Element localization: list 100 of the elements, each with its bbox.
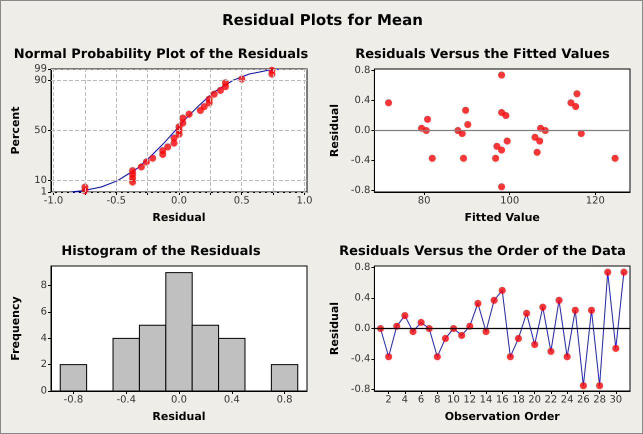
point [506,353,514,360]
point [179,114,186,122]
x-tick-label: 18 [512,394,525,406]
x-tick-label: 0.5 [234,196,250,206]
point [418,318,425,326]
y-tick-label: 0.4 [354,292,370,304]
point [588,306,595,314]
y-tick-label: 0.0 [354,125,370,136]
point [428,154,436,162]
point [462,106,470,114]
x-tick-label: -0.5 [106,196,126,206]
point [498,72,506,78]
x-axis-title: Observation Order [444,410,560,423]
x-tick-label: 28 [593,394,606,406]
point [567,99,574,106]
point [492,154,500,162]
y-tick-label: 8 [40,280,47,292]
x-axis-title: Fitted Value [464,211,540,224]
point [498,286,506,294]
point [493,142,500,150]
x-tick-label: 20 [528,394,542,406]
point [531,134,538,141]
point [159,147,166,154]
point [464,121,472,128]
point [170,134,178,142]
point [612,344,620,352]
x-tick-label: 26 [576,394,590,406]
point [401,312,408,320]
y-tick-label: 99 [34,64,47,74]
x-tick-label: 100 [500,196,520,206]
point [129,167,136,174]
x-tick-label: 2 [385,394,392,406]
point [482,328,490,336]
x-tick-label: 120 [586,196,605,206]
point [490,296,498,304]
x-tick-label: 30 [609,394,622,406]
point [620,268,628,276]
chart-title: Residuals Versus the Order of the Data [339,244,626,259]
point [434,353,441,360]
point [572,306,579,314]
point [523,310,530,317]
chart-title: Histogram of the Residuals [61,244,261,259]
point [580,382,587,390]
point [572,103,580,110]
y-tick-label: -0.8 [350,185,370,196]
y-tick-label: -0.4 [350,353,370,364]
y-tick-label: -0.4 [350,155,370,166]
y-tick-label: 6 [40,306,47,318]
x-tick-label: 12 [463,394,476,406]
y-tick-label: 0 [40,386,47,396]
y-tick-label: 0.8 [354,65,370,76]
point [458,130,466,137]
x-tick-label: 0.4 [224,394,240,406]
y-tick-label: 10 [34,175,47,186]
x-tick-label: 0.0 [171,394,187,406]
x-tick-label: 6 [418,394,424,406]
x-tick-label: 8 [434,394,440,406]
point [474,300,482,307]
y-axis-title: Percent [9,106,22,155]
x-tick-label: 1.0 [296,196,312,206]
x-tick-label: 24 [560,394,574,406]
point [216,86,224,94]
point [573,90,580,98]
point [442,334,449,342]
x-tick-label: -0.4 [116,394,136,406]
point [498,183,506,190]
x-tick-label: 10 [447,394,460,406]
y-tick-label: 0.8 [354,262,370,274]
point [547,348,554,355]
point [424,116,431,123]
point [539,304,546,311]
point [504,138,511,144]
point [186,110,193,118]
point [612,154,619,162]
y-tick-label: 50 [34,125,47,136]
chart-title: Residuals Versus the Fitted Values [355,47,610,62]
point [604,268,612,276]
point [536,138,544,144]
point [498,146,506,154]
x-tick-label: 16 [496,394,509,406]
y-tick-label: -0.8 [350,384,370,395]
x-axis-title: Residual [152,410,206,423]
point [206,96,213,103]
y-axis-title: Frequency [9,296,22,361]
y-axis-title: Residual [328,104,341,158]
point [458,332,466,339]
x-tick-label: -0.8 [64,394,84,406]
point [210,90,218,98]
point [531,341,538,348]
y-tick-label: 1 [40,186,47,198]
point [385,99,392,106]
point [409,328,416,336]
x-tick-label: 14 [480,394,492,406]
point [502,112,510,119]
point [222,79,229,86]
point [149,154,156,162]
x-tick-label: 4 [402,394,408,406]
point [200,103,208,110]
y-tick-label: 90 [34,74,47,86]
y-tick-label: 0.0 [354,323,370,334]
